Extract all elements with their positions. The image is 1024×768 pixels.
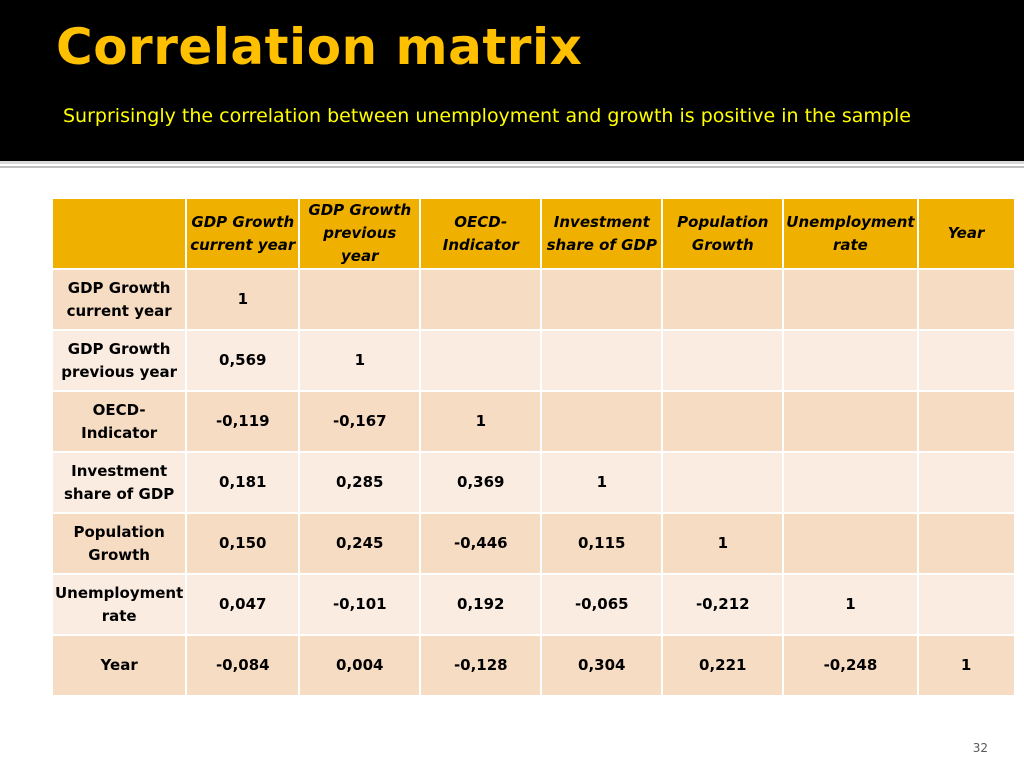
table-row: OECD-Indicator -0,119 -0,167 1: [50, 390, 1016, 453]
table-cell: [661, 268, 785, 331]
table-row: GDP Growth previous year 0,569 1: [50, 329, 1016, 392]
header-divider: [0, 161, 1024, 164]
column-header: Year: [916, 197, 1016, 270]
table-cell: 0,115: [540, 512, 664, 575]
table-cell: 0,285: [298, 451, 422, 514]
table-cell: -0,128: [419, 634, 543, 697]
table-cell: 0,369: [419, 451, 543, 514]
table-cell: [661, 451, 785, 514]
table-cell: [661, 390, 785, 453]
table-cell: 0,181: [185, 451, 301, 514]
table-cell: -0,248: [782, 634, 919, 697]
table-cell: -0,065: [540, 573, 664, 636]
table-cell: 0,150: [185, 512, 301, 575]
table-cell: [419, 268, 543, 331]
table-cell: [782, 268, 919, 331]
correlation-matrix-table: GDP Growth current year GDP Growth previ…: [50, 197, 1016, 697]
table-cell: [916, 451, 1016, 514]
header-divider-secondary: [0, 166, 1024, 168]
row-header: GDP Growth current year: [50, 268, 188, 331]
column-header: Investment share of GDP: [540, 197, 664, 270]
row-header: Investment share of GDP: [50, 451, 188, 514]
table-cell: 1: [661, 512, 785, 575]
table-cell: [782, 512, 919, 575]
slide-subtitle: Surprisingly the correlation between une…: [63, 105, 911, 127]
table-cell: 0,221: [661, 634, 785, 697]
table-cell: [782, 329, 919, 392]
table-cell: 0,047: [185, 573, 301, 636]
table-cell: -0,101: [298, 573, 422, 636]
table-cell: [419, 329, 543, 392]
table-cell: [540, 390, 664, 453]
table-cell: [916, 329, 1016, 392]
column-header: Unemployment rate: [782, 197, 919, 270]
row-header: OECD-Indicator: [50, 390, 188, 453]
page-number: 32: [972, 741, 988, 755]
slide-title: Correlation matrix: [56, 18, 583, 76]
table-cell: 0,004: [298, 634, 422, 697]
table-cell: [916, 390, 1016, 453]
table-cell: 1: [185, 268, 301, 331]
table-row: GDP Growth current year 1: [50, 268, 1016, 331]
table-cell: 1: [298, 329, 422, 392]
row-header: Year: [50, 634, 188, 697]
table-cell: [661, 329, 785, 392]
table-cell: 1: [419, 390, 543, 453]
table-cell: [782, 451, 919, 514]
table-row: Investment share of GDP 0,181 0,285 0,36…: [50, 451, 1016, 514]
table-cell: 0,192: [419, 573, 543, 636]
table-cell: 0,304: [540, 634, 664, 697]
table-cell: [916, 512, 1016, 575]
column-header: OECD-Indicator: [419, 197, 543, 270]
table-cell: -0,119: [185, 390, 301, 453]
table-cell: [782, 390, 919, 453]
table-cell: -0,212: [661, 573, 785, 636]
table-corner-cell: [50, 197, 188, 270]
table-cell: [916, 268, 1016, 331]
table-row: Unemployment rate 0,047 -0,101 0,192 -0,…: [50, 573, 1016, 636]
table-cell: 0,245: [298, 512, 422, 575]
table-row: Year -0,084 0,004 -0,128 0,304 0,221 -0,…: [50, 634, 1016, 697]
table-cell: [298, 268, 422, 331]
table-cell: -0,084: [185, 634, 301, 697]
table-cell: -0,167: [298, 390, 422, 453]
table-cell: 1: [540, 451, 664, 514]
table-cell: 1: [916, 634, 1016, 697]
table-cell: [916, 573, 1016, 636]
table-row: Population Growth 0,150 0,245 -0,446 0,1…: [50, 512, 1016, 575]
row-header: Population Growth: [50, 512, 188, 575]
row-header: GDP Growth previous year: [50, 329, 188, 392]
table-cell: [540, 329, 664, 392]
column-header: GDP Growth current year: [185, 197, 301, 270]
table-cell: -0,446: [419, 512, 543, 575]
row-header: Unemployment rate: [50, 573, 188, 636]
table-cell: 1: [782, 573, 919, 636]
table-cell: 0,569: [185, 329, 301, 392]
slide-header: Correlation matrix Surprisingly the corr…: [0, 0, 1024, 161]
column-header: GDP Growth previous year: [298, 197, 422, 270]
table-cell: [540, 268, 664, 331]
table-header-row: GDP Growth current year GDP Growth previ…: [50, 197, 1016, 270]
column-header: Population Growth: [661, 197, 785, 270]
